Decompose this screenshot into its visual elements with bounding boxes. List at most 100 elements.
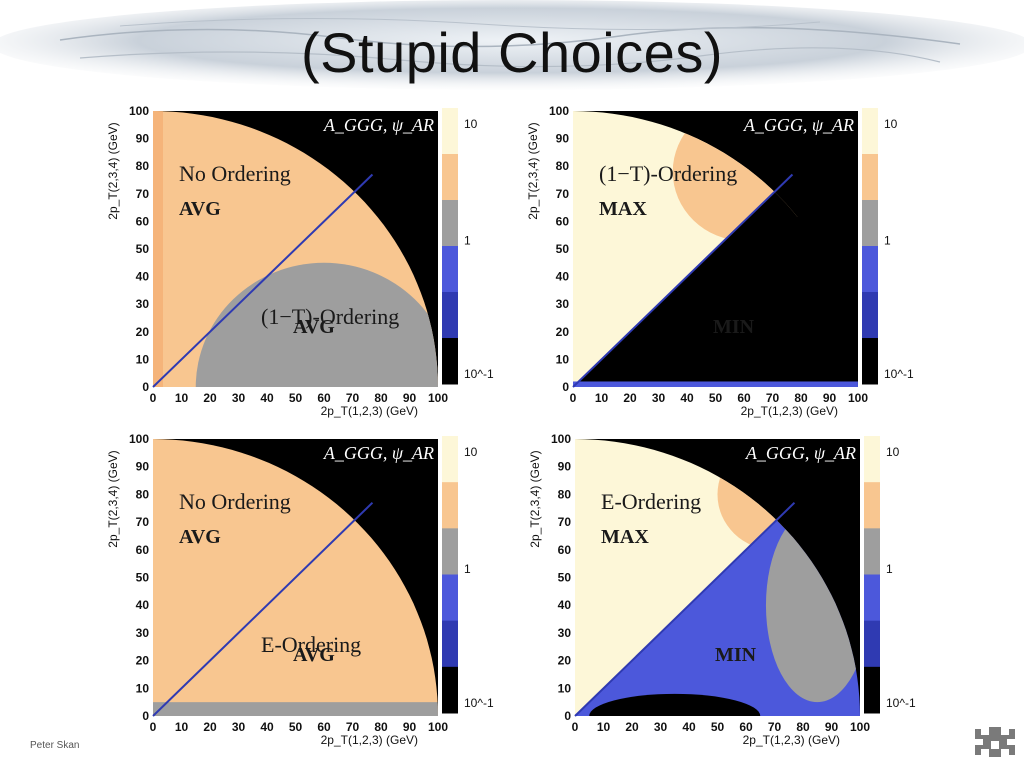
y-tick-label: 10 bbox=[558, 681, 572, 695]
colorbar-segment bbox=[442, 620, 458, 668]
y-tick-label: 50 bbox=[136, 242, 150, 256]
upper-mode-label: MAX bbox=[601, 526, 649, 548]
y-tick-label: 0 bbox=[562, 380, 569, 394]
colorbar-segment bbox=[864, 528, 880, 575]
colorbar-segment bbox=[442, 200, 458, 247]
lower-edge-band bbox=[573, 381, 858, 387]
upper-mode-label: AVG bbox=[179, 526, 221, 548]
y-tick-label: 80 bbox=[556, 159, 570, 173]
x-tick-label: 60 bbox=[317, 391, 331, 405]
y-tick-label: 90 bbox=[136, 460, 150, 474]
y-tick-label: 10 bbox=[556, 352, 570, 366]
y-tick-label: 80 bbox=[136, 487, 150, 501]
y-tick-label: 40 bbox=[136, 598, 150, 612]
y-tick-label: 60 bbox=[558, 543, 572, 557]
colorbar-segment bbox=[862, 338, 878, 385]
y-tick-label: 60 bbox=[556, 214, 570, 228]
bottom-gray-band bbox=[153, 702, 438, 716]
y-tick-label: 20 bbox=[136, 654, 150, 668]
colorbar-segment bbox=[442, 154, 458, 201]
colorbar-segment bbox=[862, 246, 878, 293]
y-tick-label: 70 bbox=[558, 515, 572, 529]
x-tick-label: 0 bbox=[572, 720, 579, 734]
y-tick-label: 50 bbox=[558, 571, 572, 585]
plot-panel-top-left: 00 10 10 20 20 30 30 40 40 50 50 60 60 70 70 80 80 90 90 10… bbox=[106, 104, 494, 418]
lower-mode-label: MIN bbox=[715, 644, 757, 666]
x-tick-label: 30 bbox=[652, 391, 666, 405]
y-tick-label: 30 bbox=[136, 297, 150, 311]
x-tick-label: 90 bbox=[825, 720, 839, 734]
colorbar-tick-label: 10 bbox=[886, 445, 900, 459]
author-footer: Peter Skan bbox=[30, 740, 80, 751]
y-tick-label: 40 bbox=[136, 270, 150, 284]
x-tick-label: 0 bbox=[150, 391, 157, 405]
x-tick-label: 40 bbox=[260, 391, 274, 405]
y-tick-label: 30 bbox=[558, 626, 572, 640]
colorbar-tick-label: 10^-1 bbox=[464, 367, 494, 381]
y-axis-label: 2p_T(2,3,4) (GeV) bbox=[106, 450, 120, 547]
y-tick-label: 70 bbox=[556, 187, 570, 201]
colorbar-tick-label: 10^-1 bbox=[464, 696, 494, 710]
x-tick-label: 0 bbox=[570, 391, 577, 405]
x-tick-label: 50 bbox=[711, 720, 725, 734]
x-tick-label: 40 bbox=[680, 391, 694, 405]
colorbar-tick-label: 1 bbox=[884, 233, 891, 247]
edge-band bbox=[153, 111, 163, 387]
x-tick-label: 20 bbox=[623, 391, 637, 405]
y-axis-label: 2p_T(2,3,4) (GeV) bbox=[106, 122, 120, 219]
black-bottom bbox=[589, 693, 761, 716]
x-tick-label: 50 bbox=[289, 391, 303, 405]
colorbar-segment bbox=[442, 482, 458, 529]
y-tick-label: 20 bbox=[136, 325, 150, 339]
colorbar-segment bbox=[862, 292, 878, 339]
x-tick-label: 50 bbox=[289, 720, 303, 734]
y-axis-label: 2p_T(2,3,4) (GeV) bbox=[526, 122, 540, 219]
x-tick-label: 20 bbox=[203, 391, 217, 405]
colorbar-tick-label: 10^-1 bbox=[886, 696, 916, 710]
slide-title: (Stupid Choices) bbox=[301, 21, 723, 84]
colorbar-tick-label: 10 bbox=[464, 445, 478, 459]
y-tick-label: 10 bbox=[136, 681, 150, 695]
y-tick-label: 10 bbox=[136, 352, 150, 366]
x-tick-label: 80 bbox=[374, 391, 388, 405]
x-tick-label: 10 bbox=[597, 720, 611, 734]
upper-ordering-label: No Ordering bbox=[179, 489, 291, 514]
y-tick-label: 90 bbox=[556, 132, 570, 146]
x-tick-label: 80 bbox=[374, 720, 388, 734]
y-tick-label: 70 bbox=[136, 187, 150, 201]
colorbar-segment bbox=[442, 292, 458, 339]
colorbar-tick-label: 10^-1 bbox=[884, 367, 914, 381]
colorbar-tick-label: 10 bbox=[884, 117, 898, 131]
x-axis-label: 2p_T(1,2,3) (GeV) bbox=[741, 404, 838, 418]
plot-panel-top-right: 00 10 10 20 20 30 30 40 40 50 50 60 60 70 70 80 80 90 90 10… bbox=[526, 104, 914, 418]
y-tick-label: 20 bbox=[556, 325, 570, 339]
y-tick-label: 0 bbox=[142, 380, 149, 394]
y-tick-label: 40 bbox=[558, 598, 572, 612]
x-tick-label: 60 bbox=[739, 720, 753, 734]
corner-label: A_GGG, ψ_AR bbox=[745, 443, 856, 463]
y-tick-label: 0 bbox=[142, 709, 149, 723]
lower-mode-label: AVG bbox=[293, 644, 335, 666]
colorbar-segment bbox=[442, 574, 458, 622]
x-axis-label: 2p_T(1,2,3) (GeV) bbox=[321, 733, 418, 747]
x-tick-label: 100 bbox=[428, 391, 448, 405]
x-tick-label: 70 bbox=[766, 391, 780, 405]
y-tick-label: 50 bbox=[556, 242, 570, 256]
x-tick-label: 70 bbox=[768, 720, 782, 734]
y-tick-label: 100 bbox=[129, 432, 149, 446]
colorbar-tick-label: 1 bbox=[464, 233, 471, 247]
gray-band bbox=[195, 262, 438, 387]
lower-mode-label: MIN bbox=[713, 316, 755, 338]
y-tick-label: 60 bbox=[136, 214, 150, 228]
y-tick-label: 40 bbox=[556, 270, 570, 284]
x-tick-label: 90 bbox=[403, 391, 417, 405]
y-tick-label: 100 bbox=[129, 104, 149, 118]
x-tick-label: 70 bbox=[346, 720, 360, 734]
x-tick-label: 30 bbox=[654, 720, 668, 734]
x-tick-label: 100 bbox=[848, 391, 868, 405]
x-tick-label: 40 bbox=[260, 720, 274, 734]
colorbar-segment bbox=[864, 436, 880, 483]
x-tick-label: 0 bbox=[150, 720, 157, 734]
x-tick-label: 100 bbox=[850, 720, 870, 734]
colorbar-segment bbox=[442, 436, 458, 483]
